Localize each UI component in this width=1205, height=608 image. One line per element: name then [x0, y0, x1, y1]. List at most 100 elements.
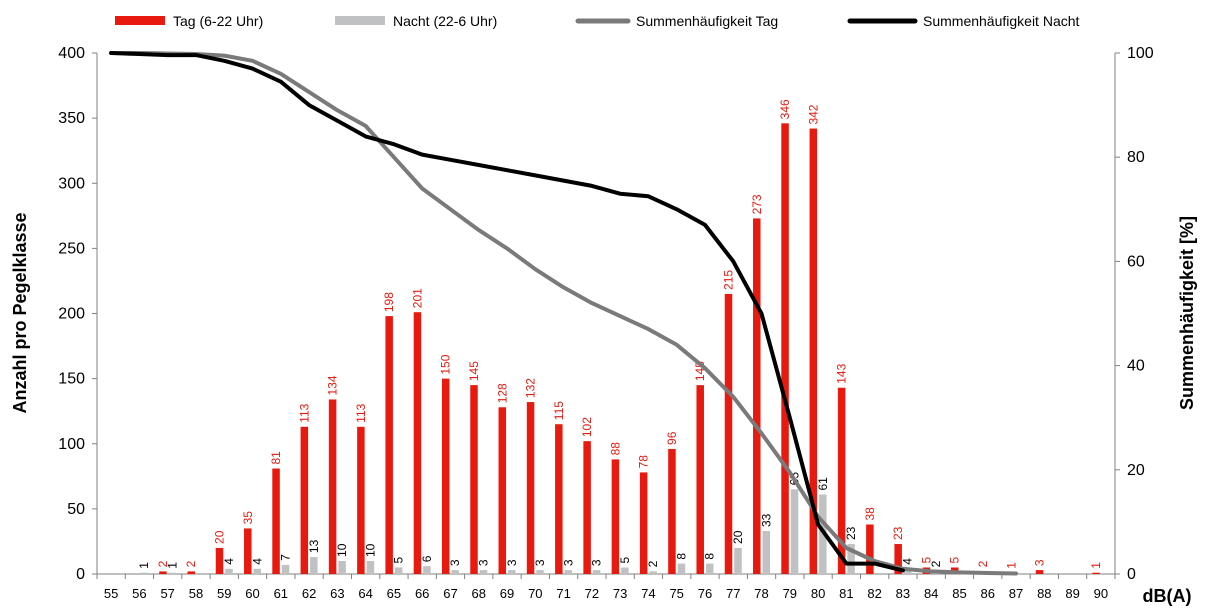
y-tick-label: 300: [58, 175, 85, 192]
x-tick-label: 85: [952, 586, 966, 601]
data-label-nacht: 4: [250, 558, 264, 565]
bar-nacht: [592, 570, 601, 574]
x-tick-label: 61: [274, 586, 288, 601]
bar-tag: [441, 378, 450, 574]
data-label-nacht: 3: [561, 559, 575, 566]
x-tick-label: 82: [867, 586, 881, 601]
data-label-tag: 128: [495, 383, 509, 403]
bar-tag: [300, 426, 309, 574]
data-label-nacht: 8: [703, 553, 717, 560]
bar-nacht: [423, 566, 431, 574]
y2-tick-label: 60: [1127, 253, 1145, 270]
x-tick-label: 67: [443, 586, 457, 601]
x-tick-label: 58: [189, 586, 203, 601]
data-label-tag: 342: [806, 104, 820, 124]
x-tick-label: 62: [302, 586, 316, 601]
data-label-tag: 78: [637, 455, 651, 469]
bar-tag: [1035, 570, 1044, 574]
line-summenhaeufigkeit-tag: [109, 51, 1018, 576]
bar-tag: [215, 547, 224, 574]
x-tick-label: 78: [754, 586, 768, 601]
data-label-nacht: 5: [392, 556, 406, 563]
bar-tag: [611, 459, 620, 574]
bar-nacht: [168, 572, 177, 574]
x-tick-label: 69: [500, 586, 514, 601]
bar-tag: [357, 426, 365, 574]
x-tick-label: 57: [160, 586, 174, 601]
data-label-tag: 35: [241, 511, 255, 525]
bar-nacht: [677, 563, 686, 574]
y-tick-label: 50: [67, 501, 85, 518]
lines: [109, 51, 1018, 576]
bar-tag: [894, 544, 902, 574]
data-label-tag: 143: [835, 363, 849, 383]
x-tick-label: 65: [387, 586, 401, 601]
bar-tag: [583, 441, 591, 574]
bar-nacht: [253, 568, 262, 574]
x-tick-label: 89: [1065, 586, 1079, 601]
bar-nacht: [536, 570, 544, 574]
x-tick-label: 72: [585, 586, 599, 601]
y-axis-left: 0 50 100 150 200 250 300 350 400: [58, 45, 98, 583]
data-label-nacht: 2: [646, 560, 660, 567]
x-tick-label: 84: [924, 586, 938, 601]
data-label-tag: 2: [184, 560, 198, 567]
bar-nacht: [649, 571, 657, 574]
y-axis-right: 0 20 40 60 80 100: [1114, 45, 1154, 583]
bar-tag: [1092, 572, 1100, 574]
data-label-nacht: 4: [901, 558, 915, 565]
data-label-nacht: 4: [222, 558, 236, 565]
legend-swatch: [335, 16, 385, 25]
data-label-tag: 81: [269, 451, 283, 465]
data-label-tag: 145: [467, 361, 481, 381]
bar-tag: [159, 571, 167, 574]
x-tick-label: 60: [245, 586, 259, 601]
x-tick-label: 86: [981, 586, 995, 601]
data-label-nacht: 3: [448, 559, 462, 566]
data-label-tag: 88: [608, 442, 622, 456]
x-tick-label: 71: [556, 586, 570, 601]
bar-tag: [837, 387, 846, 574]
y-tick-label: 0: [76, 566, 85, 583]
data-label-tag: 2: [976, 560, 990, 567]
legend-item: Summenhäufigkeit Tag: [575, 13, 778, 29]
legend-item: Nacht (22-6 Uhr): [335, 13, 497, 29]
bar-nacht: [508, 570, 516, 574]
bar-nacht: [903, 568, 912, 574]
legend-swatch: [115, 16, 165, 25]
y2-tick-label: 80: [1127, 149, 1145, 166]
data-label-tag: 198: [382, 292, 396, 312]
data-label-tag: 201: [410, 288, 424, 308]
x-tick-label: 87: [1009, 586, 1023, 601]
bar-nacht: [705, 563, 714, 574]
bar-tag: [866, 524, 874, 574]
data-label-tag: 3: [1033, 559, 1047, 566]
y2-tick-label: 0: [1127, 566, 1136, 583]
bar-tag: [498, 407, 507, 574]
x-tick-label: 90: [1094, 586, 1108, 601]
bar-tag: [244, 528, 252, 574]
bar-nacht: [564, 570, 573, 574]
x-tick-label: 79: [783, 586, 797, 601]
data-label-tag: 346: [778, 99, 792, 119]
bar-tag: [555, 424, 563, 574]
data-label-tag: 134: [326, 375, 340, 395]
data-label-tag: 113: [354, 403, 368, 422]
y-tick-label: 150: [58, 371, 85, 388]
data-label-tag: 102: [580, 417, 594, 437]
data-label-tag: 215: [722, 270, 736, 290]
x-tick-label: 83: [896, 586, 910, 601]
x-tick-label: 59: [217, 586, 231, 601]
data-label-tag: 1: [1004, 562, 1018, 569]
bar-nacht: [790, 489, 799, 574]
x-tick-label: 70: [528, 586, 542, 601]
bar-tag: [385, 316, 393, 574]
bar-tag: [187, 571, 195, 574]
bar-tag: [696, 385, 704, 574]
data-label-nacht: 33: [759, 513, 773, 527]
data-label-nacht: 8: [674, 553, 688, 560]
y-tick-label: 350: [58, 110, 85, 127]
data-label-tag: 96: [665, 431, 679, 445]
